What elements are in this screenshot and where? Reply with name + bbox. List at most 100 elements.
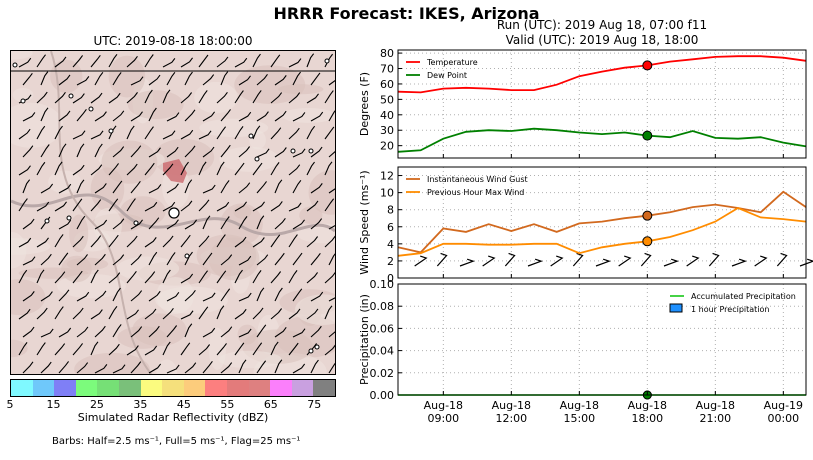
wind-barb (216, 234, 226, 248)
wind-barb (292, 148, 306, 158)
wind-barb (238, 111, 252, 122)
wind-barb (306, 125, 316, 140)
wind-barb (162, 130, 176, 140)
wind-barb (148, 325, 160, 338)
wind-barb (166, 252, 176, 266)
wind-barb (198, 54, 209, 68)
station-marker (68, 93, 74, 99)
wind-barb (148, 107, 157, 122)
wind-barb (18, 308, 31, 320)
wind-barb (108, 305, 118, 320)
terrain-patch (296, 223, 335, 244)
map-canvas (11, 51, 335, 374)
wind-barb (459, 258, 475, 267)
wind-barb (94, 111, 107, 122)
wind-barb (90, 199, 102, 212)
station-marker (20, 98, 26, 104)
run-time-label: Run (UTC): 2019 Aug 18, 07:00 f11 (496, 18, 708, 32)
wind-barb (148, 184, 162, 194)
wind-barb (252, 90, 262, 104)
station-marker (254, 156, 260, 162)
colorbar-swatch (291, 380, 314, 396)
x-tick-label: 21:00 (699, 412, 731, 425)
station-marker (44, 218, 50, 224)
colorbar-tick-label: 65 (263, 398, 278, 411)
wind-barb (256, 324, 267, 338)
wind-barb (220, 326, 233, 338)
y-tick-label: 30 (380, 124, 394, 137)
terrain-patch (219, 146, 279, 172)
wind-barb (180, 200, 193, 212)
wind-barb (202, 146, 215, 158)
wind-barb (90, 130, 104, 140)
wind-barb (216, 91, 228, 104)
wind-barb (22, 361, 34, 374)
wind-barb (90, 164, 103, 176)
wind-barb (572, 252, 584, 267)
wind-barb (328, 79, 335, 86)
wind-barb (40, 361, 52, 374)
wind-barb (58, 74, 71, 86)
y-tick-label: 60 (380, 78, 394, 91)
wind-barb (76, 108, 87, 122)
wind-barb (202, 252, 213, 266)
reflectivity-colorbar (10, 379, 336, 397)
wind-barb (130, 361, 142, 374)
legend-label: 1 hour Precipitation (691, 305, 770, 314)
highlight-point (642, 236, 653, 247)
wind-barb (76, 254, 88, 266)
wind-barb (94, 143, 103, 158)
wind-barb (198, 270, 209, 284)
wind-barb (306, 308, 319, 320)
wind-barb (324, 344, 335, 356)
wind-barb (148, 74, 161, 86)
x-tick-label: Aug-18 (492, 399, 531, 412)
x-tick-label: Aug-18 (424, 399, 463, 412)
wind-barb (256, 111, 269, 122)
wind-barb (72, 343, 84, 356)
wind-barb (220, 144, 231, 158)
wind-barb (72, 198, 83, 212)
wind-barb (310, 218, 323, 230)
wind-barb (36, 269, 45, 284)
wind-barb (184, 323, 193, 338)
wind-barb (198, 344, 211, 356)
wind-barb (270, 127, 282, 140)
station-marker (248, 133, 254, 139)
wind-barb (238, 328, 252, 338)
wind-barb (256, 74, 268, 86)
wind-barb (54, 56, 67, 68)
wind-barb (252, 342, 263, 356)
wind-barb (270, 234, 281, 248)
wind-barb (184, 109, 196, 122)
wind-barb (256, 148, 270, 158)
wind-barb (54, 306, 64, 320)
wind-barb (216, 343, 227, 356)
station-marker (88, 106, 94, 112)
wind-barb (270, 271, 282, 284)
wind-barb (328, 253, 335, 266)
colorbar-swatch (248, 380, 271, 396)
wind-barb (252, 307, 264, 320)
terrain-patch (194, 81, 238, 114)
series-line-1 (397, 55, 807, 94)
y-tick-label: 4 (387, 238, 394, 251)
wind-barb (234, 90, 244, 104)
wind-barb (40, 107, 49, 122)
colorbar-swatch (118, 380, 141, 396)
plot-frame (397, 166, 807, 279)
colorbar-tick-label: 5 (6, 398, 14, 411)
wind-barb (40, 144, 50, 158)
wind-barb (126, 198, 136, 212)
wind-barb (216, 126, 227, 140)
wind-barb (292, 219, 305, 230)
wind-barb (292, 71, 301, 86)
wind-barb (166, 364, 180, 374)
wind-barb (252, 125, 261, 140)
wind-barb (166, 146, 179, 158)
wind-barb (324, 53, 334, 68)
wind-barb (324, 161, 333, 176)
wind-barb (130, 180, 141, 194)
terrain-patch (308, 170, 335, 215)
wind-barb (482, 255, 496, 267)
